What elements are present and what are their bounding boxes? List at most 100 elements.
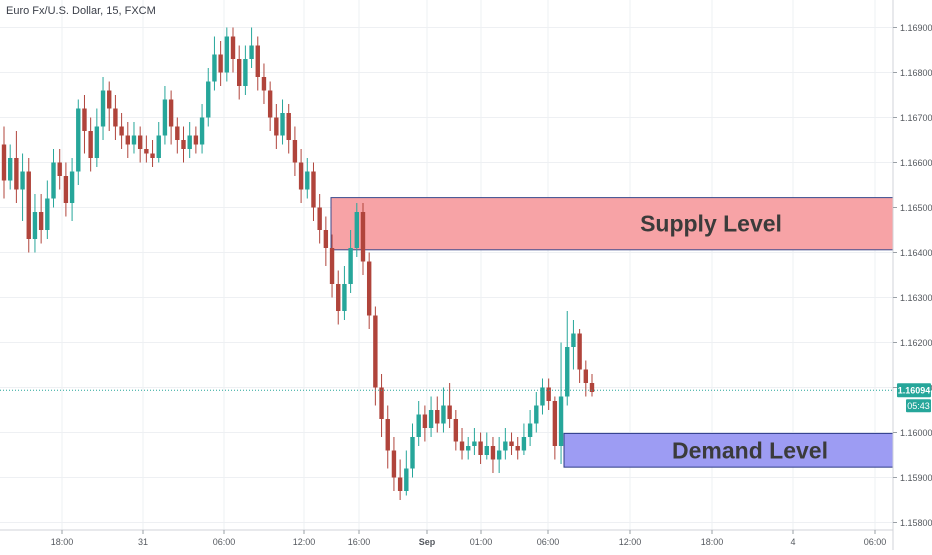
- candle-body: [534, 405, 539, 424]
- time-tick-label: 01:00: [470, 537, 493, 547]
- candle: [51, 149, 56, 208]
- candle: [267, 81, 273, 131]
- candle-body: [583, 369, 589, 383]
- candle: [156, 122, 161, 163]
- candle: [527, 410, 533, 446]
- candle-body: [348, 248, 353, 284]
- candle-body: [175, 126, 180, 140]
- candle: [478, 432, 483, 464]
- time-tick-label: 12:00: [619, 537, 642, 547]
- candle-body: [311, 171, 316, 208]
- candle: [348, 230, 353, 293]
- candle: [144, 135, 149, 163]
- candle: [162, 86, 168, 145]
- candle: [540, 378, 545, 415]
- candle-body: [45, 198, 50, 230]
- candle-body: [32, 212, 38, 239]
- candle: [45, 180, 50, 239]
- candle-body: [565, 347, 570, 397]
- candle-body: [453, 419, 459, 442]
- candle: [453, 410, 459, 451]
- candle-body: [509, 441, 514, 446]
- candle-body: [589, 383, 595, 392]
- candle-body: [558, 396, 564, 446]
- candles: [1, 27, 595, 500]
- time-tick-label: 16:00: [348, 537, 371, 547]
- candle-body: [280, 113, 285, 136]
- candle: [373, 306, 378, 406]
- price-axis[interactable]: 1.16900 1.16800 1.16700 1.16600 1.16500 1.164…: [892, 0, 932, 550]
- candle: [137, 126, 143, 163]
- candle-body: [119, 126, 124, 136]
- candle: [583, 360, 589, 397]
- candle-body: [447, 405, 452, 419]
- candle-body: [527, 423, 533, 437]
- candle: [447, 383, 452, 428]
- candle: [82, 95, 87, 154]
- time-tick-label: 18:00: [701, 537, 724, 547]
- candle: [428, 396, 434, 437]
- candle-body: [107, 90, 112, 109]
- supply-label: Supply Level: [640, 211, 782, 237]
- time-tick-label: 31: [138, 537, 148, 547]
- candle-body: [317, 207, 322, 230]
- candle: [26, 158, 31, 253]
- candle-body: [274, 117, 279, 136]
- candle-body: [144, 149, 149, 154]
- candle-body: [243, 59, 248, 86]
- candle: [515, 437, 520, 460]
- candle: [589, 374, 595, 397]
- candle: [63, 162, 69, 217]
- candle-body: [57, 162, 62, 176]
- candle: [69, 158, 75, 221]
- candle: [20, 153, 25, 221]
- candle-body: [292, 140, 298, 163]
- candle: [150, 140, 155, 167]
- candle: [329, 234, 335, 298]
- candle: [292, 126, 298, 176]
- candle: [546, 378, 551, 410]
- candle: [206, 68, 211, 127]
- candle-body: [298, 162, 304, 190]
- candle-body: [82, 108, 87, 131]
- candle: [472, 428, 477, 455]
- candle: [298, 149, 304, 203]
- candle-body: [416, 414, 421, 437]
- candle: [119, 113, 124, 149]
- price-tick-label: 1.16200: [900, 338, 932, 348]
- candle: [274, 104, 279, 149]
- candle-body: [329, 248, 335, 284]
- candle-body: [261, 77, 267, 91]
- candle: [286, 104, 291, 154]
- candle-body: [168, 99, 174, 127]
- candle: [107, 81, 112, 131]
- candle-body: [441, 405, 446, 424]
- candle: [187, 122, 192, 158]
- last-price-value: 1.16094: [898, 386, 931, 396]
- candle-body: [267, 90, 273, 118]
- candle-body: [156, 135, 161, 158]
- candle: [255, 36, 260, 91]
- candle: [441, 387, 446, 433]
- candle-body: [360, 212, 366, 262]
- time-axis[interactable]: 18:00 31 06:00 12:00 16:00 Sep 01:00 06:00 12:00…: [0, 529, 893, 547]
- candle: [175, 117, 180, 154]
- candle-body: [38, 212, 44, 230]
- candle: [435, 396, 440, 433]
- candle: [224, 27, 230, 82]
- supply-zone: [330, 197, 894, 251]
- candle-body: [286, 113, 291, 140]
- candle-body: [459, 441, 465, 451]
- candle: [243, 45, 248, 95]
- candle: [354, 203, 359, 257]
- candle-body: [181, 140, 186, 149]
- candle: [391, 437, 397, 491]
- candle-body: [113, 108, 118, 127]
- candle: [311, 162, 316, 221]
- candle: [323, 216, 329, 266]
- candle: [571, 320, 576, 370]
- candle-body: [255, 45, 260, 77]
- candle-body: [366, 261, 372, 316]
